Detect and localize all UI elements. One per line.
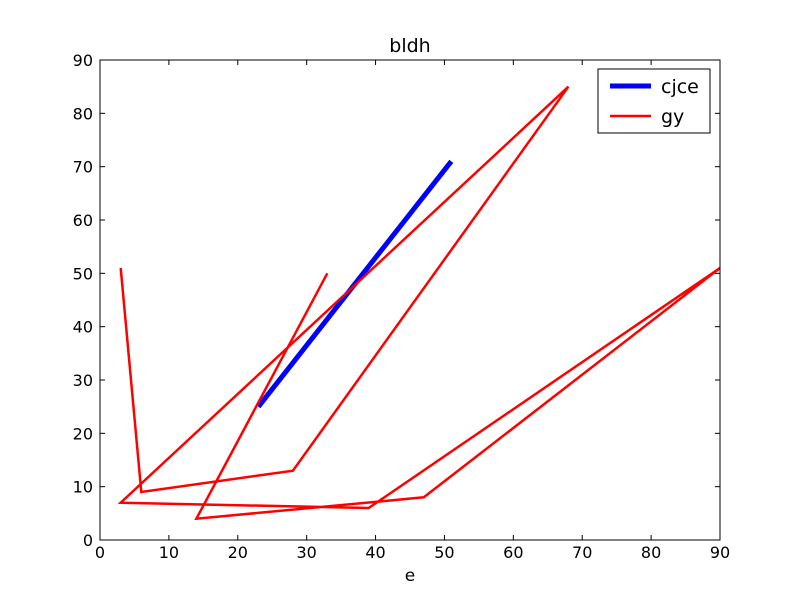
y-tick-label: 60 (73, 211, 93, 230)
y-tick-label: 20 (73, 424, 93, 443)
x-tick-label: 80 (641, 543, 661, 562)
x-tick-label: 50 (434, 543, 454, 562)
y-tick-label: 90 (73, 51, 93, 70)
x-tick-label: 60 (503, 543, 523, 562)
x-tick-label: 30 (296, 543, 316, 562)
legend-box (597, 68, 711, 134)
series-lines (117, 85, 721, 521)
axis-ticks: 0 10 20 30 40 50 60 70 80 90 0 10 20 30 40 50 60 70 80 90 (73, 51, 731, 562)
plot-frame (99, 59, 721, 541)
x-tick-label: 90 (710, 543, 730, 562)
y-tick-label: 70 (73, 158, 93, 177)
y-tick-label: 80 (73, 104, 93, 123)
x-tick-label: 20 (228, 543, 248, 562)
y-tick-label: 50 (73, 264, 93, 283)
y-tick-label: 30 (73, 371, 93, 390)
y-tick-label: 40 (73, 318, 93, 337)
chart-title: bldh (389, 35, 430, 57)
x-tick-label: 40 (365, 543, 385, 562)
x-tick-label: 0 (95, 543, 105, 562)
legend-label-gy: gy (661, 106, 684, 128)
legend-label-cjce: cjce (661, 76, 699, 98)
x-axis-label: e (405, 566, 415, 586)
y-tick-label: 10 (73, 478, 93, 497)
x-tick-label: 10 (159, 543, 179, 562)
x-tick-label: 70 (572, 543, 592, 562)
y-tick-label: 0 (83, 531, 93, 550)
legend: cjce gy (597, 68, 711, 134)
series-line-gy (117, 85, 721, 521)
